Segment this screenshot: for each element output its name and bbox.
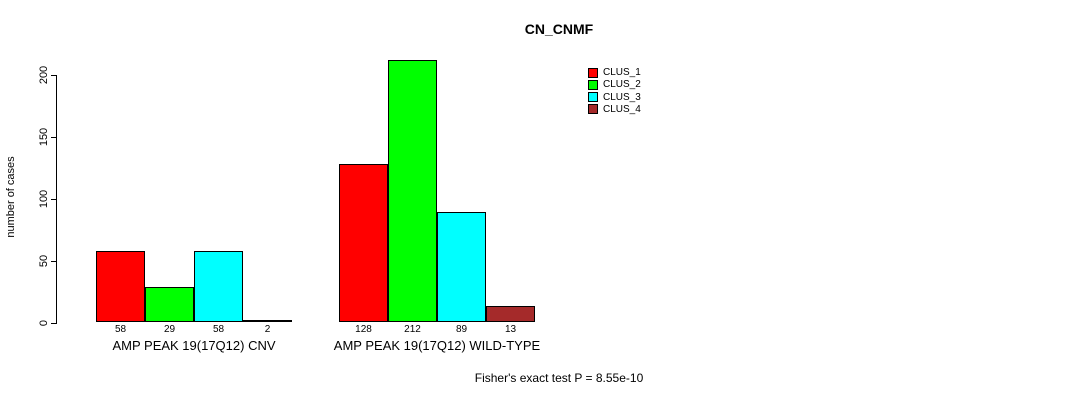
legend-item-clus_1: CLUS_1 — [588, 67, 641, 78]
bar-value-label: 2 — [264, 324, 271, 335]
legend-item-clus_4: CLUS_4 — [588, 104, 641, 115]
bar-clus_2-group2 — [388, 60, 437, 323]
y-axis-tick-label: 200 — [38, 65, 50, 85]
bar-value-label: 212 — [404, 324, 421, 335]
y-axis-tick — [51, 198, 56, 200]
y-axis-tick-label: 100 — [38, 189, 50, 208]
legend-label: CLUS_3 — [603, 91, 641, 103]
fisher-test-annotation: Fisher's exact test P = 8.55e-10 — [474, 371, 644, 385]
group-label: AMP PEAK 19(17Q12) CNV — [112, 338, 276, 353]
legend-label: CLUS_1 — [603, 67, 641, 78]
bar-clus_2-group1 — [145, 286, 194, 323]
y-axis-tick — [51, 322, 56, 324]
legend-item-clus_2: CLUS_2 — [588, 79, 641, 90]
legend-swatch-clus_1 — [588, 67, 598, 78]
legend-swatch-clus_3 — [588, 92, 598, 103]
y-axis-tick-label: 150 — [38, 127, 50, 147]
y-axis-tick-label: 50 — [38, 254, 50, 267]
group-label: AMP PEAK 19(17Q12) WILD-TYPE — [333, 338, 541, 353]
y-axis-tick — [51, 75, 56, 76]
bar-value-label: 58 — [114, 324, 127, 335]
legend-label: CLUS_4 — [603, 103, 641, 115]
y-axis-tick — [51, 260, 56, 262]
y-axis-line — [56, 75, 57, 324]
bar-value-label: 128 — [355, 324, 372, 335]
legend-swatch-clus_2 — [588, 79, 598, 90]
y-axis-label: number of cases — [5, 156, 17, 238]
y-axis-tick — [51, 136, 56, 138]
bar-value-label: 58 — [212, 324, 225, 335]
bar-value-label: 89 — [455, 324, 468, 335]
legend-swatch-clus_4 — [588, 104, 598, 115]
bar-clus_3-group1 — [194, 250, 243, 323]
bar-clus_4-group2 — [486, 306, 535, 323]
bar-value-label: 29 — [163, 324, 176, 335]
bar-clus_1-group1 — [96, 250, 145, 323]
chart-title: CN_CNMF — [524, 21, 594, 37]
y-axis-tick-label: 0 — [38, 319, 50, 326]
legend-item-clus_3: CLUS_3 — [588, 92, 641, 103]
bar-value-label: 13 — [504, 324, 517, 335]
legend-label: CLUS_2 — [603, 79, 641, 91]
bar-clus_3-group2 — [437, 212, 486, 323]
bar-clus_1-group2 — [339, 164, 388, 323]
bar-clus_4-group1 — [243, 320, 292, 323]
